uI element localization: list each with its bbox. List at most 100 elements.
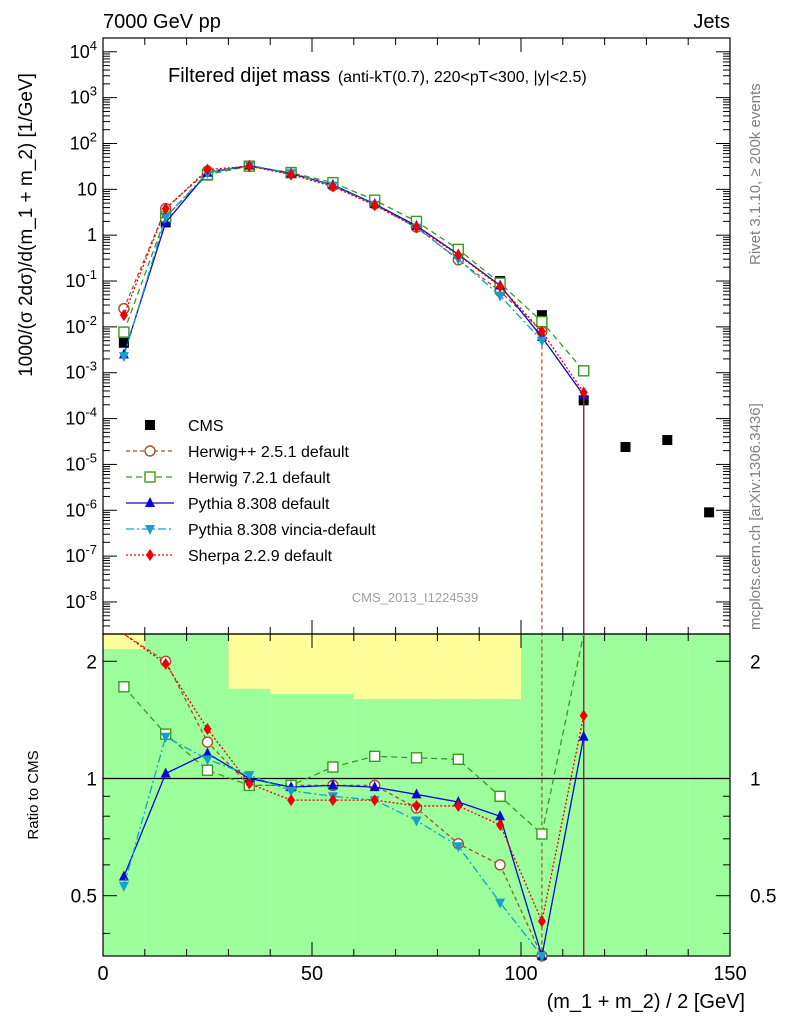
main-plot-title: Filtered dijet mass (anti-kT(0.7), 220<p… bbox=[168, 65, 587, 87]
legend-entry: Pythia 8.308 default bbox=[126, 496, 330, 513]
ratio-data-point bbox=[496, 818, 505, 831]
main-series-line bbox=[123, 164, 543, 357]
legend-entry: Sherpa 2.2.9 default bbox=[126, 548, 333, 565]
ratio-series-layer bbox=[118, 633, 589, 962]
legend-marker bbox=[145, 420, 155, 430]
legend-entry: Herwig 7.2.1 default bbox=[126, 470, 331, 487]
main-data-point bbox=[579, 386, 588, 399]
x-tick-label: 50 bbox=[301, 963, 323, 985]
band-inner-bin bbox=[646, 634, 689, 956]
ratio-data-point bbox=[536, 952, 547, 962]
ratio-data-point bbox=[244, 771, 255, 782]
legend-marker bbox=[144, 471, 156, 483]
ratio-data-point bbox=[369, 750, 381, 763]
main-data-point bbox=[287, 168, 296, 181]
main-title-text: Filtered dijet mass bbox=[168, 65, 330, 87]
band-inner-bin bbox=[144, 634, 187, 956]
ratio-data-point bbox=[494, 790, 506, 802]
header-energy-label: 7000 GeV pp bbox=[103, 11, 221, 33]
ratio-data-point bbox=[203, 722, 212, 735]
ratio-data-point bbox=[369, 781, 380, 792]
band-inner-bin bbox=[353, 699, 396, 956]
legend-label: Sherpa 2.2.9 default bbox=[188, 548, 333, 565]
ratio-series-line bbox=[123, 633, 585, 924]
main-series-line bbox=[123, 165, 585, 393]
ratio-data-point bbox=[454, 799, 463, 812]
ratio-data-point bbox=[537, 915, 546, 928]
main-data-point bbox=[203, 163, 212, 176]
ratio-frame bbox=[102, 633, 731, 957]
x-tick-label: 150 bbox=[713, 963, 746, 985]
ratio-data-point bbox=[160, 732, 171, 743]
band-inner-bin bbox=[312, 693, 354, 956]
ratio-data-point bbox=[201, 736, 214, 748]
legend-label: Pythia 8.308 vincia-default bbox=[188, 522, 376, 539]
ratio-y-tick-label-right: 0.5 bbox=[750, 887, 776, 908]
main-y-tick-label: 1 bbox=[87, 225, 97, 245]
main-y-tick-label: 10 bbox=[77, 179, 97, 199]
legend-marker bbox=[145, 497, 155, 507]
ratio-data-point bbox=[452, 753, 464, 766]
legend-entry: CMS bbox=[145, 418, 224, 435]
band-inner-bin bbox=[228, 688, 271, 956]
main-y-tick-label: 10-6 bbox=[65, 496, 97, 520]
legend-label: Herwig 7.2.1 default bbox=[188, 470, 331, 487]
ratio-y-tick-label-right: 1 bbox=[750, 769, 761, 790]
main-data-point bbox=[537, 325, 546, 338]
ratio-data-point bbox=[160, 767, 171, 778]
main-data-point bbox=[578, 365, 590, 377]
ratio-data-point bbox=[412, 799, 421, 812]
ratio-y-tick-label: 2 bbox=[86, 652, 97, 673]
main-y-tick-label: 10-2 bbox=[65, 313, 97, 337]
band-inner-bin bbox=[270, 693, 312, 956]
main-title-suffix: (anti-kT(0.7), 220<pT<300, |y|<2.5) bbox=[338, 69, 587, 86]
main-y-tick-label: 10-8 bbox=[65, 588, 97, 612]
x-axis-label: (m_1 + m_2) / 2 [GeV] bbox=[547, 991, 745, 1013]
main-data-point bbox=[495, 291, 506, 302]
legend-label: CMS bbox=[188, 418, 224, 435]
legend-marker bbox=[144, 445, 156, 457]
band-inner-bin bbox=[688, 634, 730, 956]
legend-label: Pythia 8.308 default bbox=[188, 496, 330, 513]
main-y-tick-label: 102 bbox=[70, 129, 97, 153]
ratio-data-point bbox=[287, 794, 296, 807]
legend-entry: Herwig++ 2.5.1 default bbox=[126, 444, 350, 461]
ratio-data-point bbox=[411, 816, 422, 827]
main-series-line bbox=[123, 165, 543, 332]
main-data-point bbox=[536, 315, 548, 328]
main-y-tick-label: 10-3 bbox=[65, 359, 97, 383]
main-data-point bbox=[245, 160, 254, 173]
ratio-data-point bbox=[328, 794, 337, 807]
main-data-point bbox=[160, 212, 171, 223]
legend-marker bbox=[145, 525, 155, 535]
ratio-data-point bbox=[201, 764, 214, 776]
main-data-point bbox=[704, 507, 715, 518]
band-inner-bin bbox=[395, 699, 438, 956]
main-series-layer bbox=[118, 159, 715, 956]
main-data-point bbox=[662, 435, 673, 446]
ratio-data-point bbox=[410, 752, 423, 764]
ratio-data-point bbox=[495, 898, 506, 909]
analysis-watermark: CMS_2013_I1224539 bbox=[352, 590, 479, 605]
ratio-y-tick-label: 1 bbox=[86, 769, 97, 790]
ratio-data-point bbox=[579, 709, 588, 722]
band-inner-bin bbox=[604, 634, 647, 956]
ratio-series-line bbox=[123, 633, 543, 957]
main-axes: 10410310210110-110-210-310-410-510-610-7… bbox=[65, 37, 731, 635]
legend-entry: Pythia 8.308 vincia-default bbox=[126, 522, 376, 539]
ratio-series-sherpa-2-2-9-default bbox=[123, 633, 588, 928]
legend-marker bbox=[146, 549, 154, 561]
band-inner-bin bbox=[103, 649, 145, 956]
ratio-data-point bbox=[118, 681, 130, 693]
main-data-point bbox=[118, 337, 129, 348]
ratio-axes: 0.5 0.5 1 1 2 2 0 50 100 150 bbox=[71, 633, 776, 985]
ratio-data-point bbox=[495, 810, 506, 821]
main-data-point bbox=[454, 248, 463, 261]
main-data-point bbox=[328, 180, 337, 193]
ratio-y-tick-label-right: 2 bbox=[750, 652, 761, 673]
ratio-series-line bbox=[123, 633, 585, 836]
ratio-data-point bbox=[161, 657, 170, 670]
main-y-tick-label: 10-1 bbox=[65, 267, 97, 291]
main-y-tick-label: 103 bbox=[70, 84, 97, 108]
